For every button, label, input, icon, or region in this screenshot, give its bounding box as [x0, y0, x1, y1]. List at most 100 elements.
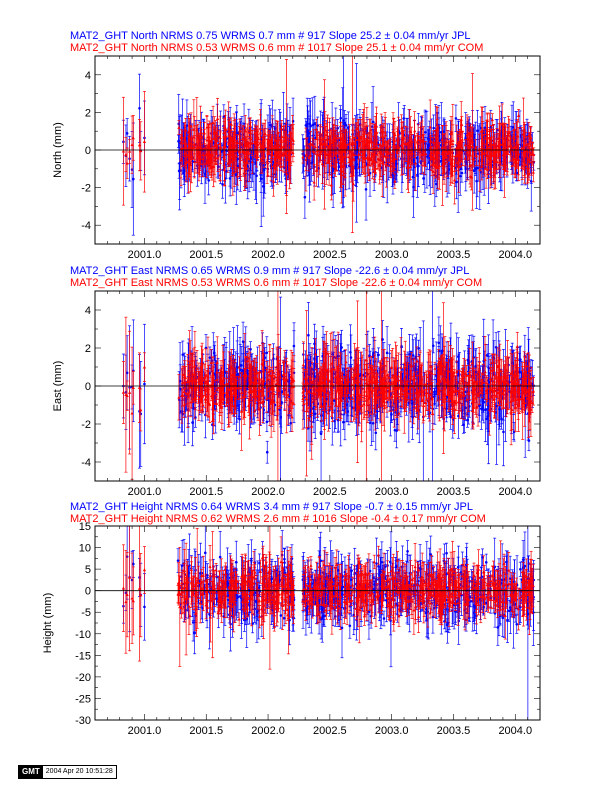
data-point [395, 137, 400, 141]
data-point [418, 138, 423, 142]
data-point [390, 159, 394, 163]
data-point [325, 130, 329, 134]
data-point [317, 166, 320, 170]
data-point [214, 146, 218, 150]
data-point [269, 159, 273, 163]
data-point [319, 149, 323, 153]
data-point [241, 149, 245, 153]
data-point [131, 136, 135, 140]
data-point [318, 140, 322, 144]
data-point [248, 173, 251, 177]
data-point [316, 124, 320, 127]
data-point [304, 124, 308, 127]
data-point [501, 135, 505, 139]
data-point [490, 118, 494, 122]
data-point [310, 143, 315, 147]
data-point [352, 135, 356, 139]
data-point [206, 153, 211, 157]
data-point [467, 147, 471, 151]
data-point [492, 166, 496, 170]
data-point [125, 161, 129, 165]
data-point [260, 158, 264, 162]
data-point [516, 157, 520, 161]
height-header-com: MAT2_GHT Height NRMS 0.62 WRMS 2.6 mm # … [70, 513, 486, 525]
data-point [451, 142, 455, 146]
data-point [467, 131, 471, 135]
data-point [408, 164, 413, 168]
data-point [222, 168, 227, 172]
data-point [365, 123, 369, 127]
east-header-com: MAT2_GHT East NRMS 0.53 WRMS 0.6 mm # 10… [70, 277, 483, 289]
data-point [130, 142, 134, 146]
data-point [139, 149, 143, 153]
data-point [337, 165, 341, 169]
data-point [250, 160, 254, 164]
data-point [458, 174, 462, 178]
data-point [432, 126, 435, 130]
data-point [253, 140, 257, 144]
data-point [368, 128, 373, 132]
data-point [511, 157, 516, 161]
data-point [478, 168, 482, 172]
data-point [250, 141, 254, 145]
data-point [412, 185, 415, 189]
data-point [422, 177, 425, 180]
data-point [347, 141, 352, 145]
data-point [511, 125, 515, 129]
data-point [216, 156, 220, 160]
data-point [367, 173, 371, 177]
data-point [309, 124, 312, 128]
data-point [124, 152, 128, 156]
data-point [516, 114, 521, 118]
data-point [280, 134, 284, 138]
data-point [491, 138, 496, 142]
data-point [307, 140, 310, 144]
data-point [408, 130, 413, 134]
data-point [202, 131, 207, 135]
data-point [291, 150, 295, 154]
data-point [402, 135, 406, 139]
data-point [235, 174, 239, 178]
data-point [468, 164, 472, 168]
data-point [206, 143, 210, 147]
data-point [303, 195, 307, 199]
data-point [413, 129, 417, 133]
data-point [324, 152, 328, 156]
data-point [313, 122, 317, 126]
data-point [465, 150, 469, 154]
data-point [411, 175, 415, 179]
data-point [371, 120, 375, 124]
data-point [201, 153, 205, 157]
data-point [224, 127, 228, 131]
data-point [356, 131, 360, 135]
data-point [207, 134, 211, 138]
data-point [453, 178, 457, 182]
data-point [493, 150, 498, 154]
data-point [345, 142, 349, 146]
data-point [529, 180, 533, 183]
data-point [291, 138, 295, 142]
data-point [356, 156, 359, 159]
data-point [137, 143, 142, 147]
data-point [138, 106, 141, 110]
data-point [260, 143, 264, 147]
data-point [454, 117, 458, 120]
data-point [383, 130, 387, 134]
data-point [492, 158, 496, 162]
data-point [482, 150, 487, 154]
data-point [320, 162, 324, 166]
data-point [446, 152, 450, 156]
data-point [275, 161, 279, 165]
data-point [228, 177, 232, 180]
north-data [121, 56, 536, 236]
data-point [248, 124, 252, 128]
data-point [247, 130, 251, 134]
data-point [357, 165, 361, 169]
data-point [255, 174, 258, 178]
data-point [424, 152, 428, 156]
data-point [222, 124, 225, 128]
data-point [182, 137, 187, 141]
data-point [218, 146, 223, 150]
